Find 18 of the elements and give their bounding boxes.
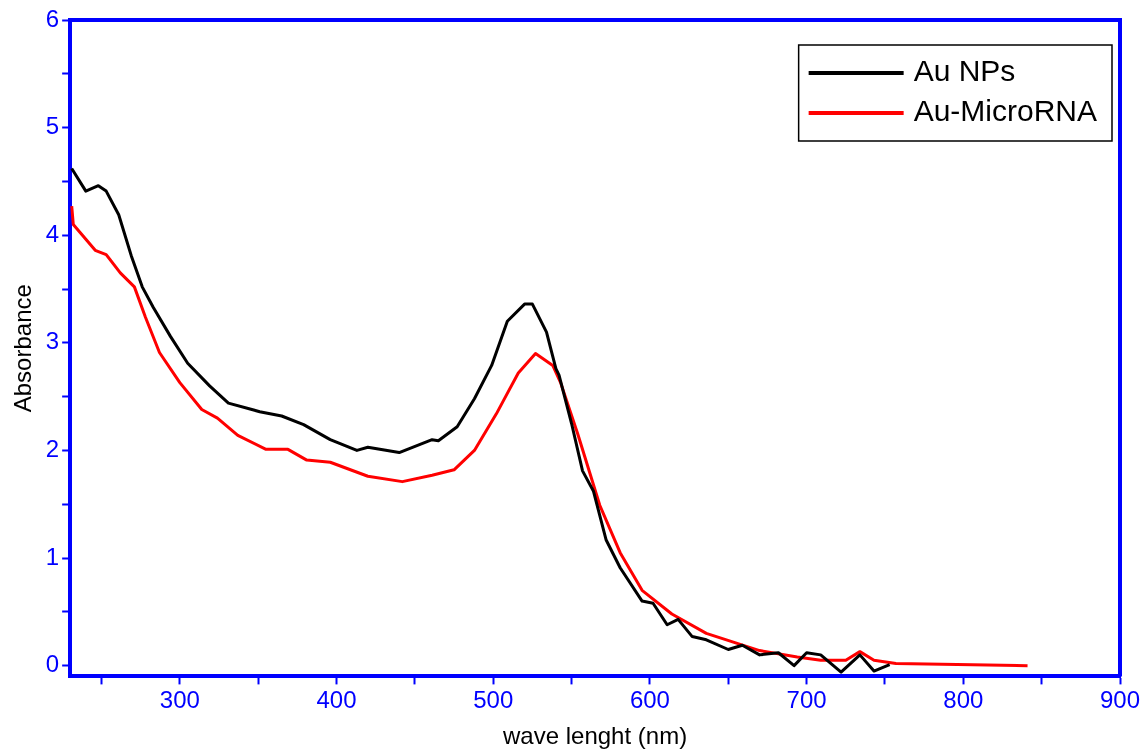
legend-label: Au NPs [913,54,1016,88]
x-tick-label: 700 [786,686,827,714]
x-tick-label: 400 [316,686,357,714]
y-tick-label: 0 [45,650,60,678]
x-tick-label: 900 [1099,686,1141,714]
x-tick-label: 500 [473,686,514,714]
x-tick-label: 800 [943,686,984,714]
legend-label: Au-MicroRNA [913,94,1097,128]
y-tick-label: 3 [45,327,60,355]
y-tick-label: 5 [45,112,60,140]
y-tick-label: 6 [45,4,60,32]
x-tick-label: 600 [629,686,670,714]
x-tick-label: 300 [159,686,200,714]
x-axis-title: wave lenght (nm) [502,722,688,750]
y-axis-title: Absorbance [9,284,37,413]
y-tick-label: 2 [45,435,60,463]
y-tick-label: 1 [45,542,60,570]
y-tick-label: 4 [45,219,60,247]
